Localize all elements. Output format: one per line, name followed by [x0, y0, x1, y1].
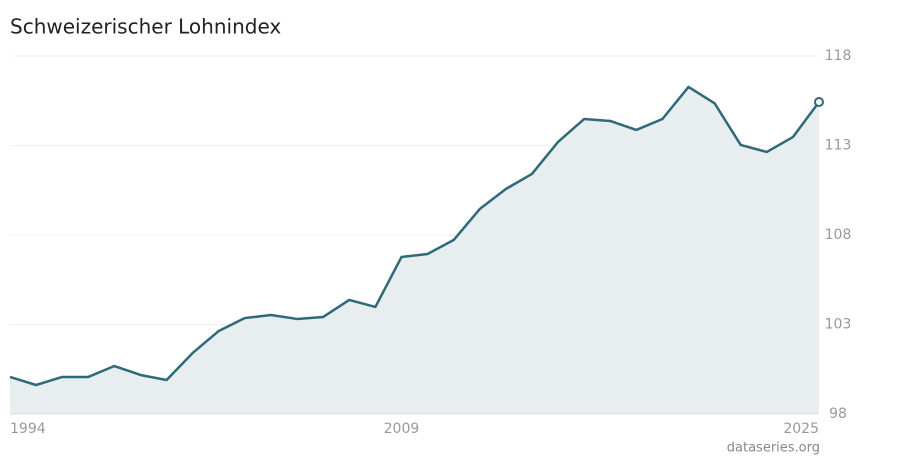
- source: dataseries.org: [727, 441, 820, 456]
- y-tick-label: 113: [825, 138, 852, 154]
- chart-title: Schweizerischer Lohnindex: [10, 15, 281, 39]
- y-tick-label: 108: [825, 227, 852, 243]
- end-marker: [814, 97, 824, 108]
- x-tick-label: 2009: [384, 421, 420, 437]
- line: [9, 85, 821, 387]
- x-tick-label: 1994: [10, 421, 46, 437]
- y-tick-label: 103: [825, 317, 852, 333]
- y-tick-label: 98: [829, 406, 847, 422]
- x-tick-label: 2025: [783, 421, 819, 437]
- area: [10, 86, 819, 414]
- y-tick-label: 118: [825, 48, 852, 64]
